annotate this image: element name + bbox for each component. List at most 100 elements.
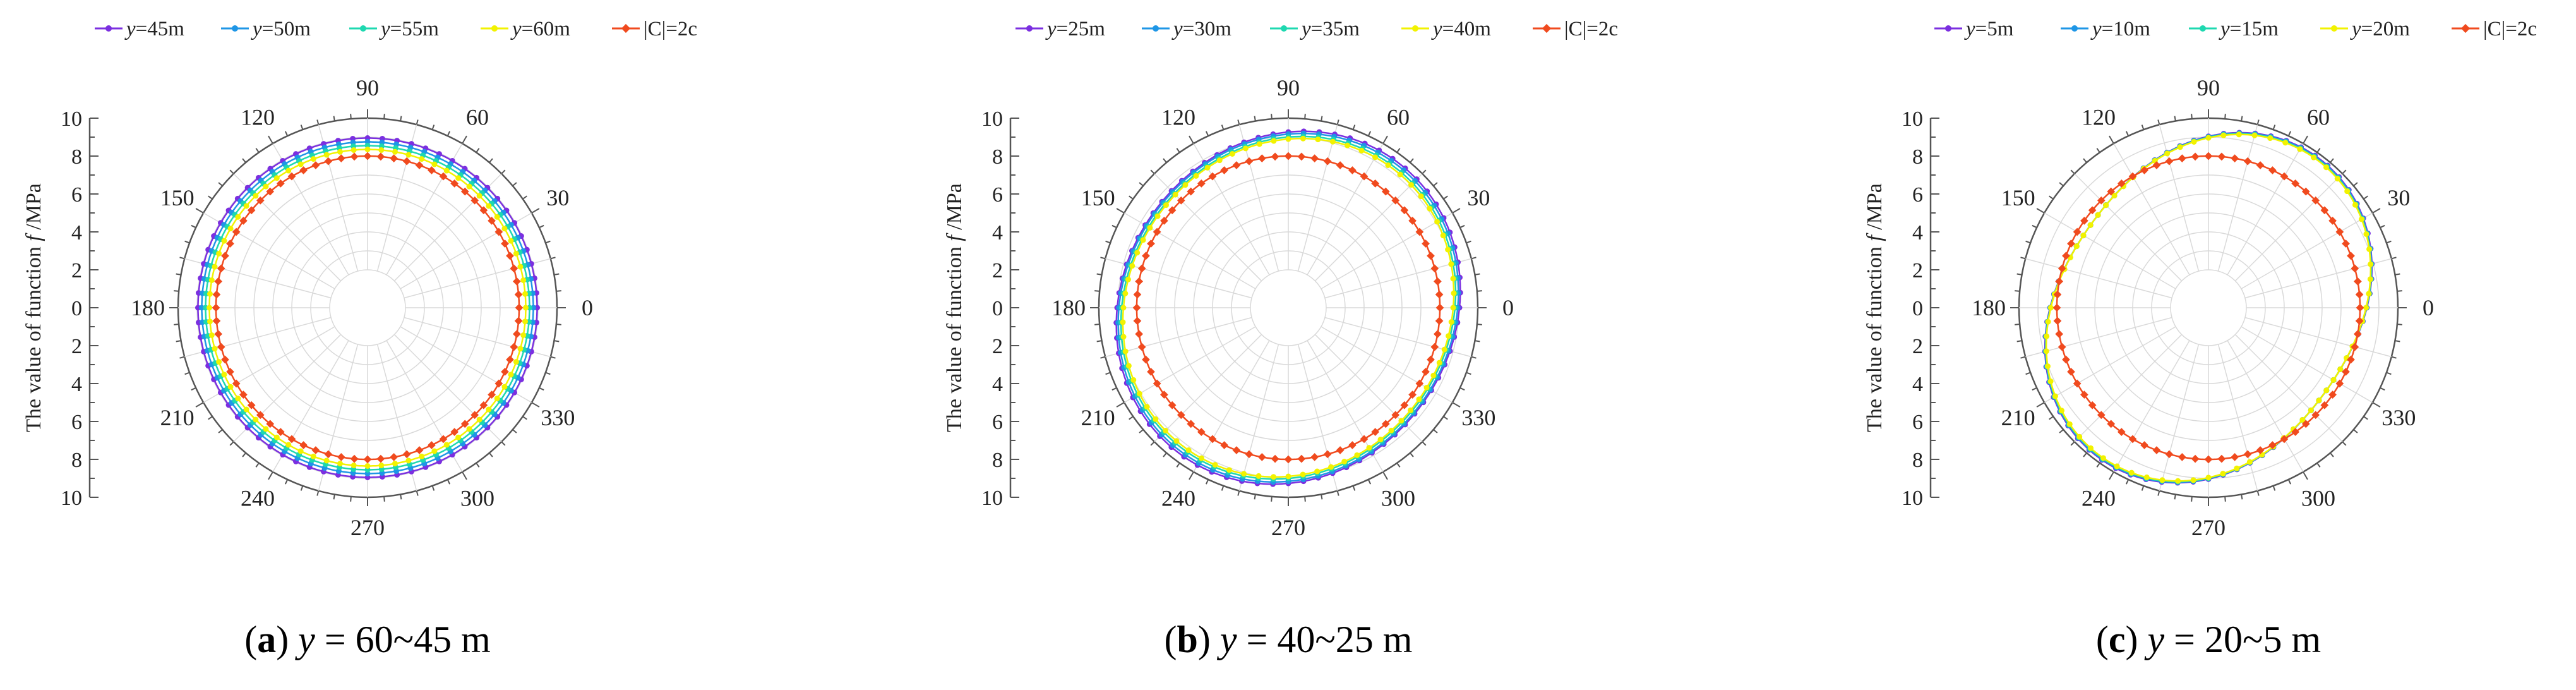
series-marker-3 — [1372, 154, 1379, 160]
angle-tick — [2070, 169, 2075, 174]
series-marker-3 — [1163, 427, 1169, 433]
angle-tick — [191, 224, 196, 229]
angle-tick — [531, 402, 540, 408]
series-marker-4 — [2243, 450, 2252, 459]
legend-label: y=35m — [1300, 18, 1360, 40]
series-marker-3 — [350, 147, 357, 153]
series-marker-3 — [1198, 455, 1204, 461]
series-marker-3 — [476, 193, 482, 199]
angle-tick — [300, 124, 304, 130]
series-marker-4 — [2140, 166, 2148, 174]
series-marker-4 — [2088, 401, 2097, 409]
angle-label: 210 — [160, 405, 195, 430]
grid-spoke — [2074, 173, 2183, 282]
series-marker-3 — [2344, 188, 2351, 195]
radial-tick-label: 6 — [71, 411, 82, 434]
angle-tick — [1271, 496, 1273, 502]
series-marker-3 — [208, 277, 215, 284]
series-marker-3 — [2073, 243, 2080, 250]
series-marker-4 — [2053, 317, 2062, 325]
series-marker-3 — [212, 346, 218, 352]
series-marker-4 — [299, 166, 308, 174]
radial-tick-label: 2 — [1912, 335, 1923, 358]
grid-spoke — [2244, 258, 2392, 299]
grid-ring — [2170, 269, 2247, 346]
series-marker-3 — [2045, 318, 2051, 325]
series-marker-4 — [2080, 216, 2088, 225]
angle-label: 30 — [546, 185, 569, 210]
angle-label: 30 — [1467, 185, 1490, 210]
series-marker-3 — [1398, 418, 1405, 424]
series-marker-4 — [510, 264, 518, 273]
angle-tick — [383, 114, 385, 119]
angle-tick — [446, 131, 451, 136]
series-marker-3 — [1226, 467, 1233, 473]
angle-tick — [2059, 182, 2064, 186]
y-axis-label: The value of function f /MPa — [943, 183, 966, 432]
grid-spoke — [2241, 326, 2373, 403]
angle-tick — [1189, 471, 1194, 480]
series-marker-3 — [2059, 408, 2065, 414]
series-marker-4 — [337, 452, 345, 461]
series-marker-4 — [1381, 187, 1390, 196]
series-marker-4 — [2280, 435, 2289, 444]
angle-tick — [350, 496, 352, 502]
radial-tick-label: 10 — [61, 107, 82, 131]
angle-tick — [2083, 158, 2087, 163]
series-marker-4 — [2055, 330, 2064, 339]
angle-tick — [1100, 257, 1106, 260]
series-marker-3 — [297, 448, 304, 454]
angle-tick — [229, 441, 234, 446]
series-marker-3 — [1315, 136, 1321, 143]
series-marker-3 — [243, 203, 249, 209]
angle-label: 90 — [2197, 75, 2220, 100]
series-marker-4 — [1142, 251, 1150, 260]
angle-tick — [333, 494, 335, 500]
series-marker-3 — [1163, 202, 1169, 209]
series-marker-4 — [214, 277, 223, 286]
series-marker-3 — [216, 250, 222, 257]
legend-label: y=40m — [1431, 18, 1491, 40]
angle-label: 120 — [2082, 105, 2116, 130]
angle-tick — [2363, 195, 2368, 200]
series-marker-4 — [363, 455, 372, 464]
series-marker-3 — [2251, 132, 2258, 138]
series-marker-4 — [324, 157, 333, 166]
angle-label: 0 — [582, 295, 593, 320]
grid-spoke — [1154, 334, 1262, 442]
series-marker-4 — [226, 368, 234, 376]
angle-tick — [2287, 131, 2292, 136]
series-marker-3 — [1397, 171, 1403, 178]
angle-tick — [2380, 224, 2385, 229]
series-marker-3 — [466, 426, 472, 432]
series-marker-4 — [2062, 355, 2070, 364]
series-marker-4 — [2191, 152, 2200, 161]
angle-tick — [556, 324, 561, 325]
series-marker-3 — [1154, 213, 1161, 219]
angle-tick — [1396, 148, 1401, 153]
angle-tick — [1150, 441, 1155, 446]
series-marker-3 — [392, 461, 398, 467]
angle-tick — [2191, 496, 2193, 502]
series-marker-3 — [1445, 246, 1451, 253]
legend-label: y=25m — [1045, 18, 1105, 40]
series-marker-3 — [1341, 459, 1348, 465]
legend-swatch-marker — [1542, 23, 1552, 33]
angle-tick — [179, 356, 185, 359]
angle-tick — [522, 416, 527, 420]
series-marker-3 — [2330, 377, 2337, 383]
series-marker-3 — [323, 152, 330, 158]
series-marker-3 — [1271, 474, 1277, 480]
grid-spoke — [2044, 212, 2176, 289]
angle-tick — [2372, 402, 2381, 408]
angle-tick — [1336, 490, 1339, 496]
series-marker-3 — [1358, 147, 1365, 154]
angle-tick — [512, 182, 517, 186]
grid-spoke — [2241, 212, 2373, 289]
series-marker-4 — [1147, 239, 1155, 248]
series-marker-3 — [2363, 305, 2369, 311]
series-marker-3 — [2052, 393, 2058, 399]
series-marker-4 — [376, 454, 385, 463]
series-marker-4 — [1348, 441, 1357, 449]
